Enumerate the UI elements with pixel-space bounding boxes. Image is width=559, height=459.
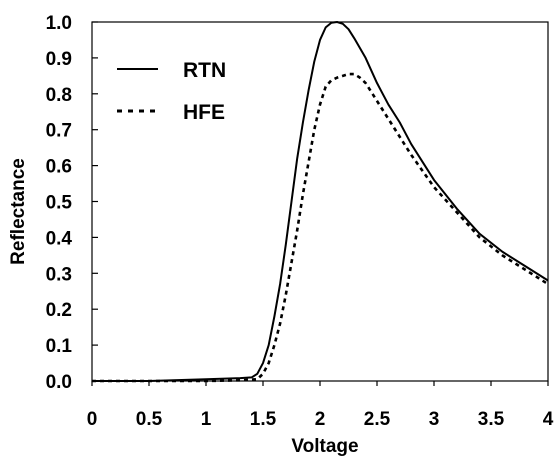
x-axis-title: Voltage bbox=[291, 436, 358, 457]
plot-frame bbox=[91, 21, 549, 382]
y-tick-label: 0.3 bbox=[46, 264, 72, 285]
plot-area-border bbox=[91, 21, 549, 382]
y-tick-label: 0.4 bbox=[46, 228, 73, 249]
series-layer bbox=[92, 21, 549, 383]
y-tick-label: 0.7 bbox=[46, 121, 72, 142]
legend-label-hfe: HFE bbox=[183, 101, 225, 124]
y-tick-label: 0.5 bbox=[46, 193, 73, 214]
y-tick-label: 0.1 bbox=[46, 336, 73, 357]
legend-label-rtn: RTN bbox=[183, 59, 226, 82]
x-tick-label: 3.5 bbox=[478, 409, 505, 430]
y-tick-label: 1.0 bbox=[46, 13, 72, 34]
y-tick-label: 0.9 bbox=[46, 49, 72, 70]
series-line-hfe bbox=[92, 72, 549, 383]
x-axis: 0 0.5 1 1.5 2 2.5 3 3.5 4 bbox=[87, 381, 554, 430]
y-tick-label: 0.0 bbox=[46, 372, 72, 393]
x-tick-label: 3 bbox=[429, 409, 440, 430]
y-tick-label: 0.8 bbox=[46, 85, 72, 106]
x-tick-label: 2.5 bbox=[364, 409, 391, 430]
x-tick-label: 2 bbox=[315, 409, 326, 430]
y-tick-label: 0.2 bbox=[46, 300, 72, 321]
x-tick-label: 4 bbox=[543, 409, 554, 430]
x-tick-label: 0 bbox=[87, 409, 98, 430]
y-tick-label: 0.6 bbox=[46, 157, 72, 178]
x-tick-label: 0.5 bbox=[136, 409, 163, 430]
x-tick-label: 1.5 bbox=[250, 409, 277, 430]
legend: RTN HFE bbox=[117, 59, 226, 124]
y-axis-title: Reflectance bbox=[8, 158, 29, 265]
x-tick-label: 1 bbox=[201, 409, 212, 430]
y-axis: 0.0 0.1 0.2 0.3 0.4 0.5 0.6 0.7 0.8 0.9 1.0 bbox=[46, 13, 98, 393]
series-line-rtn bbox=[92, 21, 549, 382]
